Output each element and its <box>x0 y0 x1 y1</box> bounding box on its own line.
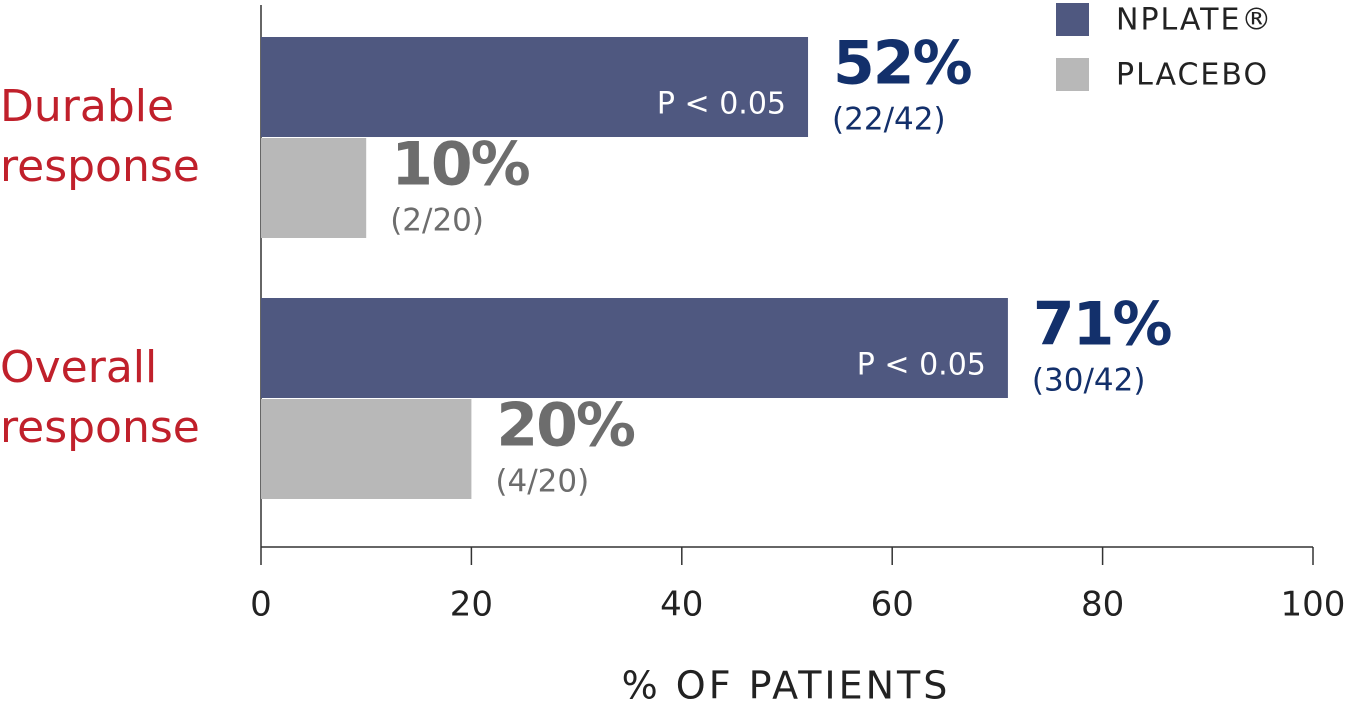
legend-label: PLACEBO <box>1116 58 1269 93</box>
value-label: 71% <box>1033 290 1171 360</box>
fraction-label: (4/20) <box>495 464 589 500</box>
x-tick-label: 20 <box>450 585 493 625</box>
category-label: Overall response <box>0 342 200 453</box>
fraction-label: (22/42) <box>832 102 946 138</box>
bar <box>261 138 367 238</box>
bar <box>261 37 809 137</box>
legend-swatch <box>1056 3 1089 36</box>
x-tick-label: 40 <box>660 585 703 625</box>
category-label-box: Overall response <box>0 342 200 453</box>
x-axis-title: % OF PATIENTS <box>622 664 951 703</box>
value-label: 10% <box>391 130 529 200</box>
bar <box>261 399 472 499</box>
fraction-label: (2/20) <box>390 203 484 239</box>
legend-swatch <box>1056 58 1089 91</box>
value-label: 20% <box>496 391 634 461</box>
x-tick-label: 80 <box>1081 585 1124 625</box>
x-tick-label: 60 <box>871 585 914 625</box>
x-tick-label: 0 <box>250 585 272 625</box>
value-label: 52% <box>833 29 971 99</box>
bar <box>261 298 1008 398</box>
p-value: P < 0.05 <box>857 348 986 383</box>
category-label-box: Durable response <box>0 81 200 192</box>
category-label: Durable response <box>0 81 200 192</box>
x-tick-label: 100 <box>1281 585 1346 625</box>
legend-label: NPLATE® <box>1116 3 1273 38</box>
fraction-label: (30/42) <box>1032 363 1146 399</box>
p-value: P < 0.05 <box>657 87 786 122</box>
